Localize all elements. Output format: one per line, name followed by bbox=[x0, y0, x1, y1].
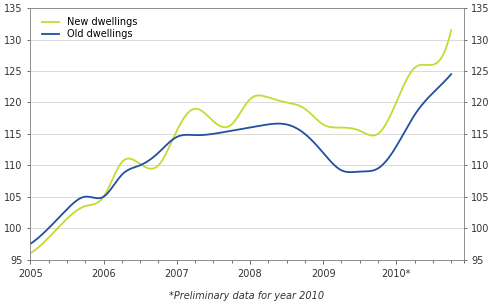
New dwellings bbox=[278, 99, 284, 103]
New dwellings bbox=[285, 101, 291, 105]
Old dwellings bbox=[29, 241, 35, 245]
New dwellings bbox=[277, 99, 283, 102]
Legend: New dwellings, Old dwellings: New dwellings, Old dwellings bbox=[40, 16, 139, 41]
New dwellings bbox=[28, 251, 34, 255]
Old dwellings bbox=[409, 118, 414, 121]
Old dwellings bbox=[277, 122, 283, 126]
New dwellings bbox=[409, 69, 414, 73]
Line: Old dwellings: Old dwellings bbox=[31, 74, 451, 244]
Old dwellings bbox=[285, 123, 291, 126]
Old dwellings bbox=[28, 242, 34, 246]
Old dwellings bbox=[382, 161, 388, 164]
Line: New dwellings: New dwellings bbox=[31, 30, 451, 253]
Old dwellings bbox=[448, 72, 454, 76]
New dwellings bbox=[448, 28, 454, 32]
New dwellings bbox=[382, 124, 388, 127]
Text: *Preliminary data for year 2010: *Preliminary data for year 2010 bbox=[169, 291, 325, 301]
New dwellings bbox=[29, 250, 35, 254]
Old dwellings bbox=[278, 122, 284, 126]
